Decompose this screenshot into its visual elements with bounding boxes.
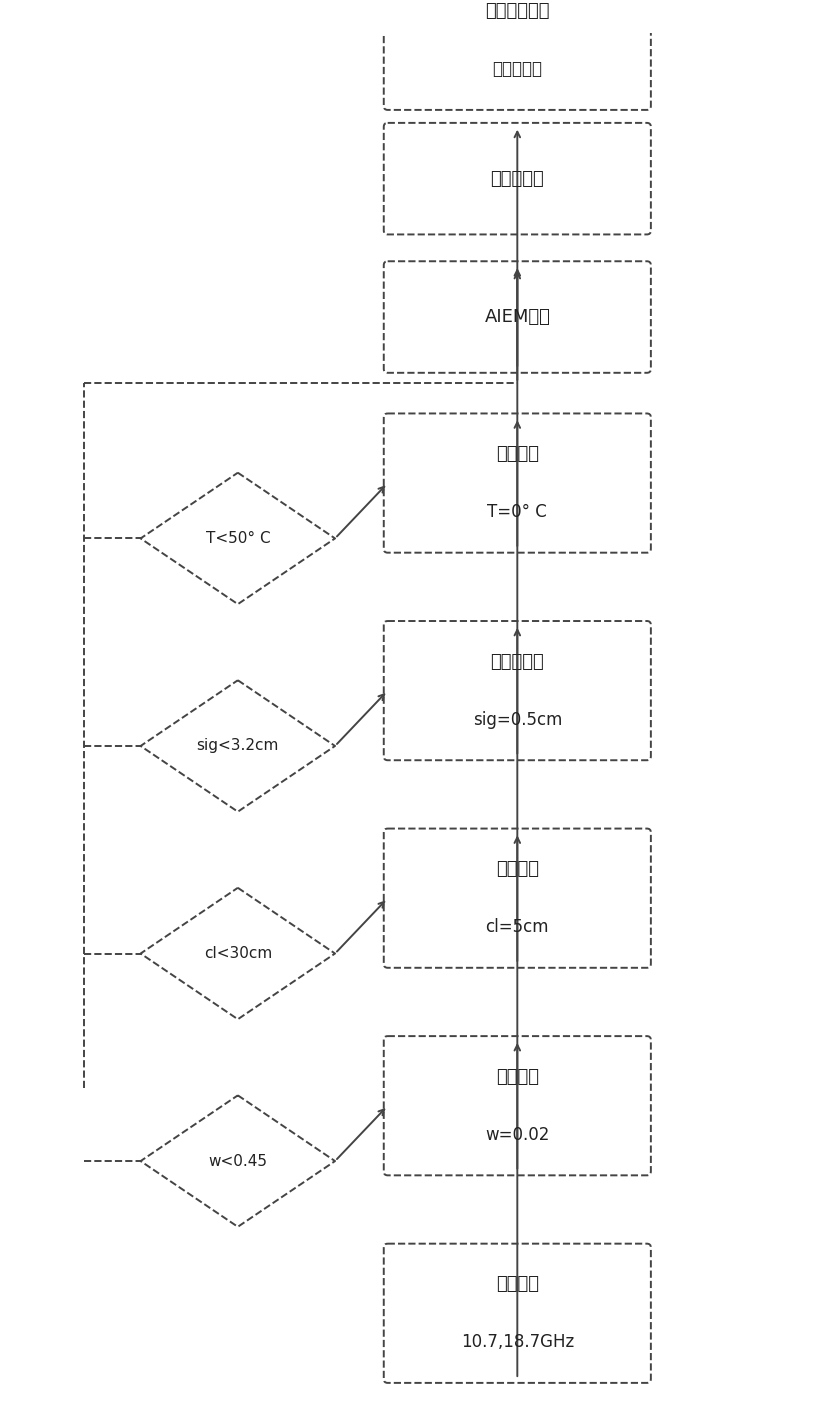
Text: 输出发射率: 输出发射率 (490, 169, 544, 188)
Polygon shape (141, 473, 335, 604)
Text: AIEM模拟: AIEM模拟 (485, 308, 550, 326)
Text: T=0° C: T=0° C (488, 503, 547, 521)
Text: 土壤温度: 土壤温度 (496, 446, 539, 463)
Text: sig<3.2cm: sig<3.2cm (197, 739, 279, 753)
Text: sig=0.5cm: sig=0.5cm (473, 711, 562, 729)
Text: cl=5cm: cl=5cm (485, 918, 549, 936)
FancyBboxPatch shape (384, 413, 651, 553)
Polygon shape (141, 1095, 335, 1227)
Text: 相关长度: 相关长度 (496, 860, 539, 879)
Text: 输入频率: 输入频率 (496, 1276, 539, 1293)
Polygon shape (141, 681, 335, 812)
Text: 均方根粙度: 均方根粙度 (490, 652, 544, 671)
Text: w<0.45: w<0.45 (208, 1153, 267, 1169)
FancyBboxPatch shape (384, 829, 651, 968)
Text: 土壤水分: 土壤水分 (496, 1068, 539, 1087)
Text: w=0.02: w=0.02 (485, 1125, 550, 1143)
FancyBboxPatch shape (384, 0, 651, 110)
Text: cl<30cm: cl<30cm (204, 946, 272, 961)
FancyBboxPatch shape (384, 261, 651, 373)
Text: 极化指数与土: 极化指数与土 (485, 3, 550, 20)
Polygon shape (141, 887, 335, 1020)
FancyBboxPatch shape (384, 621, 651, 760)
Text: 壤水分关系: 壤水分关系 (492, 60, 542, 78)
FancyBboxPatch shape (384, 1037, 651, 1175)
Text: T<50° C: T<50° C (205, 531, 270, 545)
Text: 10.7,18.7GHz: 10.7,18.7GHz (461, 1333, 574, 1351)
FancyBboxPatch shape (384, 122, 651, 235)
FancyBboxPatch shape (384, 1243, 651, 1383)
